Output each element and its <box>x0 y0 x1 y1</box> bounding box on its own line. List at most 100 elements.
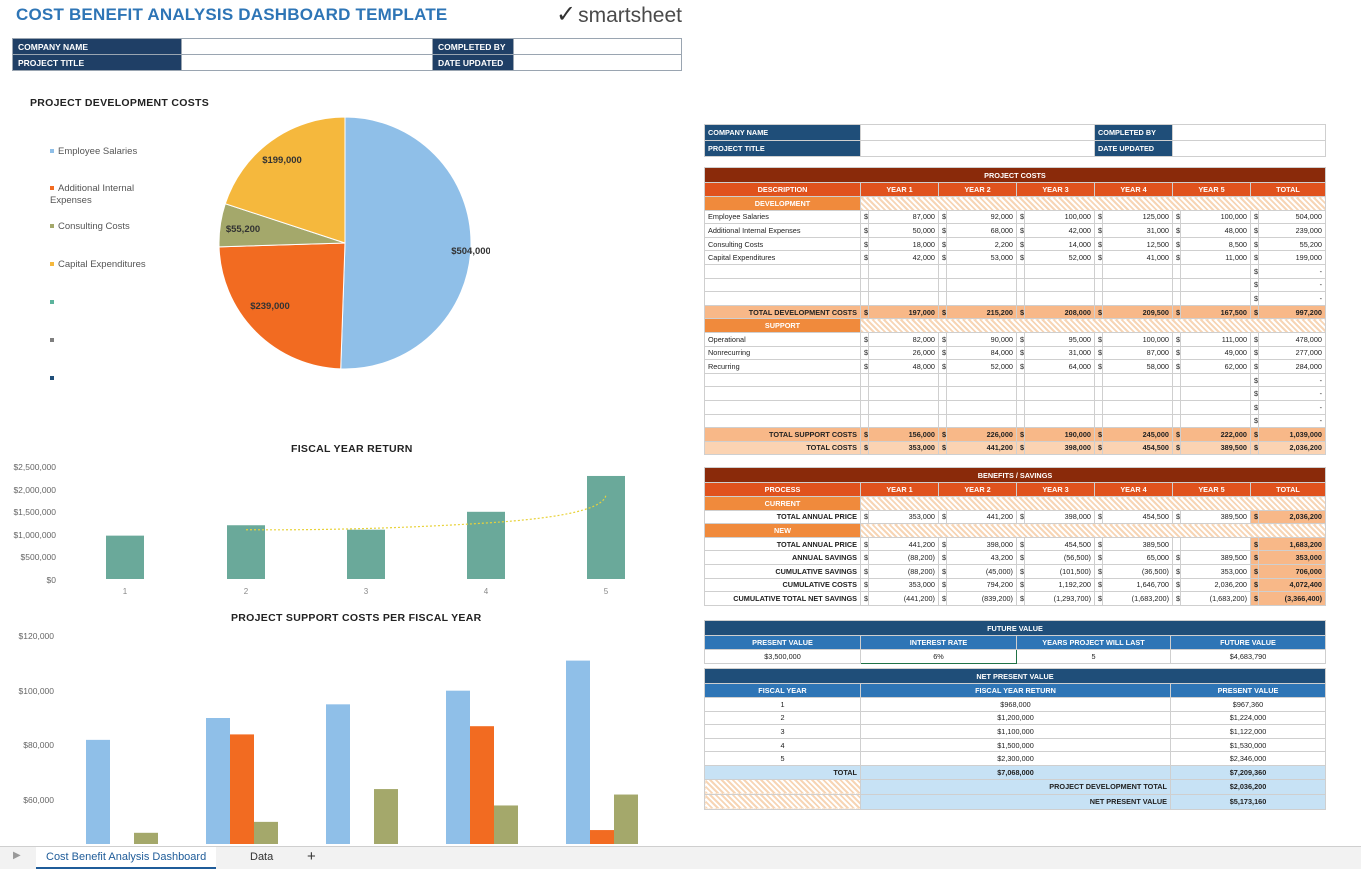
value-cell: 62,000 <box>1180 359 1251 374</box>
value-cell: 2,036,200 <box>1180 577 1251 593</box>
value-cell: 504,000 <box>1258 209 1326 225</box>
description-cell <box>704 386 861 401</box>
value-cell: 90,000 <box>946 331 1017 347</box>
fv-col-header: PRESENT VALUE <box>704 635 861 650</box>
interest-rate-cell[interactable]: 6% <box>860 649 1017 664</box>
npv-cell: 4 <box>704 737 861 753</box>
dollar-sign: $ <box>938 304 947 320</box>
empty-cell <box>1102 372 1173 388</box>
npv-total-return: $7,068,000 <box>860 764 1171 780</box>
dollar-sign: $ <box>1016 250 1025 265</box>
dollar-sign: $ <box>938 345 947 361</box>
support-bar <box>614 794 638 844</box>
dollar-sign: $ <box>1250 304 1259 320</box>
future-value-cell: $4,683,790 <box>1170 649 1326 664</box>
column-header: YEAR 5 <box>1172 182 1251 197</box>
value-cell: 31,000 <box>1102 223 1173 238</box>
pie-slice-label: $55,200 <box>226 224 260 235</box>
support-bar <box>254 821 278 844</box>
dollar-sign: $ <box>860 209 869 225</box>
empty-cell <box>946 386 1017 401</box>
column-header: YEAR 1 <box>860 482 939 497</box>
pie-slice-label: $504,000 <box>451 246 490 257</box>
report-company-cell[interactable] <box>860 124 1095 141</box>
legend-label: Additional Internal Expenses <box>50 183 135 206</box>
legend-label: Employee Salaries <box>58 146 138 157</box>
sup-y-tick: $120,000 <box>18 631 54 641</box>
completed-by-cell[interactable] <box>513 38 682 55</box>
current-section-label: CURRENT <box>704 496 861 511</box>
project-title-cell[interactable] <box>181 54 433 71</box>
value-cell: 353,000 <box>1258 550 1326 565</box>
dollar-sign: $ <box>1094 509 1103 525</box>
empty-cell <box>938 263 947 279</box>
dollar-sign: $ <box>938 536 947 552</box>
npv-total-present: $7,209,360 <box>1170 764 1326 780</box>
dollar-sign: $ <box>1250 536 1259 552</box>
present-value-cell[interactable]: $3,500,000 <box>704 649 861 664</box>
empty-cell <box>1102 399 1173 415</box>
report-date-cell[interactable] <box>1172 140 1326 157</box>
report-company-label: COMPANY NAME <box>704 124 861 141</box>
value-cell: 997,200 <box>1258 304 1326 320</box>
value-cell: 389,500 <box>1180 440 1251 456</box>
dollar-sign: $ <box>1250 372 1259 388</box>
years-cell[interactable]: 5 <box>1016 649 1171 664</box>
support-bar <box>206 718 230 844</box>
fy-y-tick: $2,000,000 <box>13 484 56 495</box>
support-bar <box>590 830 614 844</box>
hatch-cell <box>704 793 861 810</box>
process-label: TOTAL ANNUAL PRICE <box>704 536 861 552</box>
value-cell: 58,000 <box>1102 359 1173 374</box>
tab-data[interactable]: Data <box>250 851 274 863</box>
project-costs-title: PROJECT COSTS <box>704 167 1326 183</box>
report-completed-by-cell[interactable] <box>1172 124 1326 141</box>
value-cell: 353,000 <box>868 509 939 525</box>
scroll-left-icon[interactable]: ▶ <box>13 850 21 861</box>
tab-cost-benefit-dashboard[interactable]: Cost Benefit Analysis Dashboard <box>36 847 217 869</box>
fy-bar <box>227 525 265 579</box>
npv-cell: $1,122,000 <box>1170 724 1326 739</box>
fy-y-tick: $500,000 <box>20 552 56 563</box>
empty-cell <box>1172 413 1181 429</box>
npv-cell: $1,224,000 <box>1170 710 1326 726</box>
value-cell: - <box>1258 263 1326 279</box>
value-cell: 156,000 <box>868 427 939 442</box>
value-cell: 794,200 <box>946 577 1017 593</box>
dollar-sign: $ <box>1172 591 1181 606</box>
value-cell: 239,000 <box>1258 223 1326 238</box>
value-cell: (441,200) <box>868 591 939 606</box>
empty-cell <box>946 291 1017 306</box>
empty-cell <box>1094 372 1103 388</box>
report-project-cell[interactable] <box>860 140 1095 157</box>
dollar-sign: $ <box>860 550 869 565</box>
date-updated-cell[interactable] <box>513 54 682 71</box>
dollar-sign: $ <box>860 223 869 238</box>
empty-cell <box>1016 372 1025 388</box>
fy-bar <box>347 529 385 579</box>
support-bar <box>86 739 110 844</box>
value-cell: 53,000 <box>946 250 1017 265</box>
add-sheet-button[interactable]: + <box>307 848 316 865</box>
hatch-cell <box>704 778 861 795</box>
legend-item-5 <box>50 335 146 373</box>
column-header: YEAR 4 <box>1094 182 1173 197</box>
empty-cell <box>1016 263 1025 279</box>
empty-cell <box>1180 413 1251 429</box>
smartsheet-logo: ✓smartsheet <box>556 0 682 29</box>
value-cell: (56,500) <box>1024 550 1095 565</box>
dollar-sign: $ <box>1250 291 1259 306</box>
value-cell: 100,000 <box>1024 209 1095 225</box>
empty-cell <box>1094 277 1103 293</box>
empty-cell <box>1016 413 1025 429</box>
fy-y-tick: $2,500,000 <box>13 462 56 472</box>
dollar-sign: $ <box>1250 250 1259 265</box>
value-cell: 55,200 <box>1258 236 1326 252</box>
empty-cell <box>868 399 939 415</box>
value-cell: 87,000 <box>868 209 939 225</box>
dollar-sign: $ <box>1250 359 1259 374</box>
legend-swatch <box>50 262 54 267</box>
pie-slice <box>224 116 346 244</box>
company-name-cell[interactable] <box>181 38 433 55</box>
sup-y-tick: $80,000 <box>23 740 54 750</box>
